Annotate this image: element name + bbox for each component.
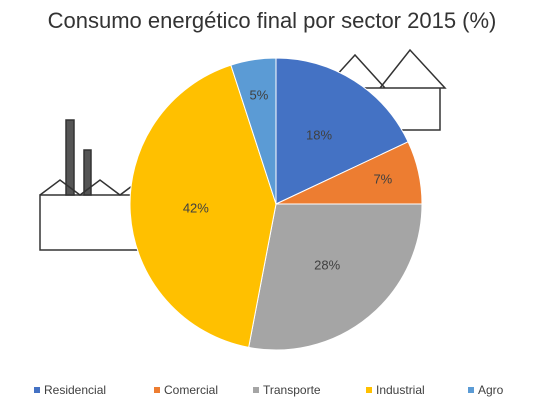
legend-label: Transporte bbox=[263, 383, 321, 397]
data-label: 18% bbox=[306, 128, 332, 143]
data-label: 42% bbox=[183, 200, 209, 215]
factory-illustration bbox=[39, 119, 141, 251]
pie-slice bbox=[230, 57, 277, 205]
pie-slice bbox=[129, 64, 277, 348]
legend-swatch bbox=[253, 387, 259, 393]
legend-swatch bbox=[468, 387, 474, 393]
pie-slice bbox=[248, 203, 423, 351]
chart-title: Consumo energético final por sector 2015… bbox=[48, 8, 497, 33]
data-label: 7% bbox=[373, 172, 392, 187]
pie-slice bbox=[275, 57, 409, 205]
legend-swatch bbox=[366, 387, 372, 393]
legend-swatch bbox=[34, 387, 40, 393]
legend-label: Residencial bbox=[44, 383, 106, 397]
legend-label: Comercial bbox=[164, 383, 218, 397]
data-label: 28% bbox=[314, 257, 340, 272]
legend-label: Industrial bbox=[376, 383, 425, 397]
legend-label: Agro bbox=[478, 383, 504, 397]
legend-swatch bbox=[154, 387, 160, 393]
data-label: 5% bbox=[249, 87, 268, 102]
